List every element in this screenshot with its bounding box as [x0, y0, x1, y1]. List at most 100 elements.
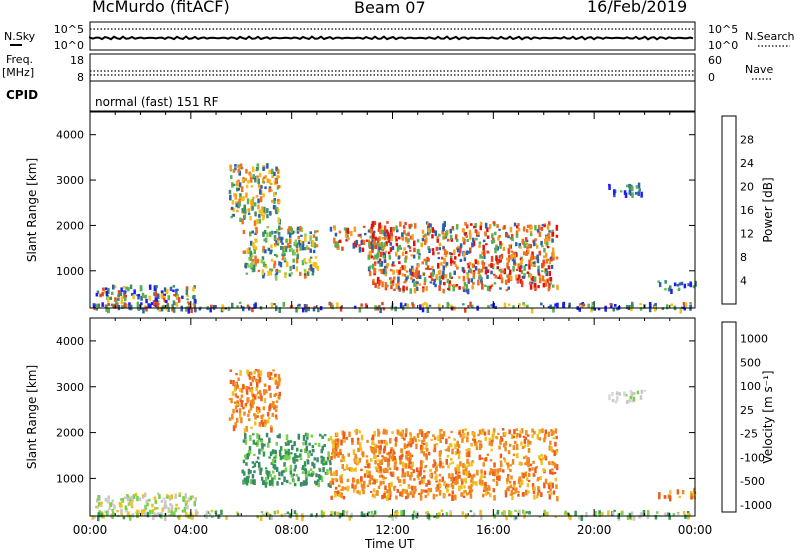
- echo-cell: [279, 262, 283, 268]
- echo-cell: [269, 451, 273, 457]
- echo-cell: [449, 263, 453, 266]
- echo-cell: [395, 242, 399, 247]
- echo-cell: [608, 394, 611, 401]
- echo-cell: [266, 178, 269, 183]
- echo-cell: [178, 494, 181, 497]
- echo-cell: [333, 225, 336, 231]
- echo-cell: [130, 292, 134, 296]
- echo-cell: [120, 296, 124, 301]
- echo-cell: [243, 214, 247, 219]
- echo-cell: [545, 258, 548, 264]
- echo-cell: [488, 224, 492, 230]
- echo-cell: [132, 295, 135, 300]
- echo-cell: [249, 406, 253, 411]
- echo-cell: [685, 514, 689, 519]
- echo-cell: [262, 451, 266, 457]
- echo-cell: [271, 230, 274, 235]
- echo-cell: [330, 510, 333, 517]
- echo-cell: [425, 260, 428, 266]
- echo-cell: [407, 450, 410, 457]
- echo-cell: [302, 480, 306, 486]
- echo-cell: [313, 242, 317, 249]
- echo-cell: [512, 492, 516, 495]
- power-ytick-label: 1000: [56, 265, 84, 278]
- echo-cell: [631, 301, 634, 308]
- echo-cell: [522, 509, 525, 514]
- echo-cell: [470, 443, 473, 447]
- echo-cell: [295, 473, 299, 477]
- echo-cell: [443, 281, 446, 286]
- echo-cell: [266, 225, 270, 229]
- echo-cell: [520, 441, 523, 446]
- echo-cell: [242, 406, 245, 410]
- echo-cell: [236, 417, 239, 423]
- echo-cell: [523, 265, 526, 271]
- echo-cell: [398, 244, 402, 250]
- echo-cell: [211, 515, 214, 518]
- echo-cell: [239, 370, 242, 376]
- echo-cell: [620, 190, 623, 193]
- echo-cell: [328, 460, 332, 463]
- echo-cell: [482, 462, 485, 467]
- echo-cell: [648, 307, 652, 313]
- echo-cell: [384, 265, 387, 269]
- echo-cell: [456, 448, 460, 454]
- echo-cell: [537, 272, 541, 276]
- echo-cell: [141, 292, 145, 298]
- echo-cell: [318, 468, 322, 472]
- echo-cell: [268, 480, 272, 486]
- echo-cell: [254, 421, 257, 426]
- echo-cell: [628, 304, 632, 308]
- echo-cell: [550, 446, 553, 451]
- echo-cell: [439, 465, 442, 469]
- echo-cell: [266, 372, 270, 378]
- echo-cell: [446, 278, 450, 284]
- echo-cell: [262, 166, 265, 171]
- echo-cell: [256, 258, 260, 264]
- echo-cell: [492, 239, 496, 244]
- echo-cell: [269, 392, 272, 399]
- echo-cell: [522, 492, 525, 497]
- echo-cell: [536, 492, 540, 496]
- echo-cell: [148, 284, 152, 290]
- echo-cell: [296, 242, 299, 245]
- echo-cell: [526, 434, 530, 437]
- echo-cell: [521, 238, 524, 245]
- echo-cell: [380, 269, 383, 275]
- echo-cell: [525, 251, 528, 256]
- echo-cell: [256, 163, 259, 167]
- echo-cell: [303, 304, 307, 308]
- echo-cell: [154, 500, 158, 504]
- echo-cell: [390, 481, 393, 487]
- echo-cell: [258, 214, 261, 218]
- echo-cell: [555, 256, 559, 260]
- echo-cell: [257, 396, 260, 399]
- echo-cell: [311, 470, 315, 474]
- echo-cell: [478, 245, 481, 248]
- echo-cell: [423, 283, 426, 286]
- echo-cell: [405, 428, 408, 434]
- echo-cell: [372, 256, 376, 260]
- date-title: 16/Feb/2019: [587, 0, 688, 16]
- echo-cell: [358, 247, 362, 253]
- echo-cell: [308, 258, 311, 263]
- echo-cell: [364, 232, 367, 236]
- echo-cell: [376, 278, 380, 284]
- echo-cell: [177, 507, 180, 510]
- echo-cell: [192, 303, 196, 306]
- echo-cell: [156, 512, 160, 516]
- echo-cell: [301, 471, 305, 474]
- echo-cell: [394, 442, 398, 447]
- echo-cell: [329, 482, 332, 488]
- echo-cell: [441, 227, 445, 232]
- echo-cell: [324, 471, 328, 475]
- echo-cell: [104, 510, 107, 514]
- echo-cell: [370, 513, 374, 517]
- echo-cell: [330, 495, 333, 500]
- echo-cell: [441, 230, 444, 235]
- heatmap-velocity: [91, 369, 697, 522]
- freq-label-1: Freq.: [6, 53, 34, 66]
- echo-cell: [547, 490, 550, 494]
- echo-cell: [284, 248, 288, 253]
- echo-cell: [463, 257, 467, 262]
